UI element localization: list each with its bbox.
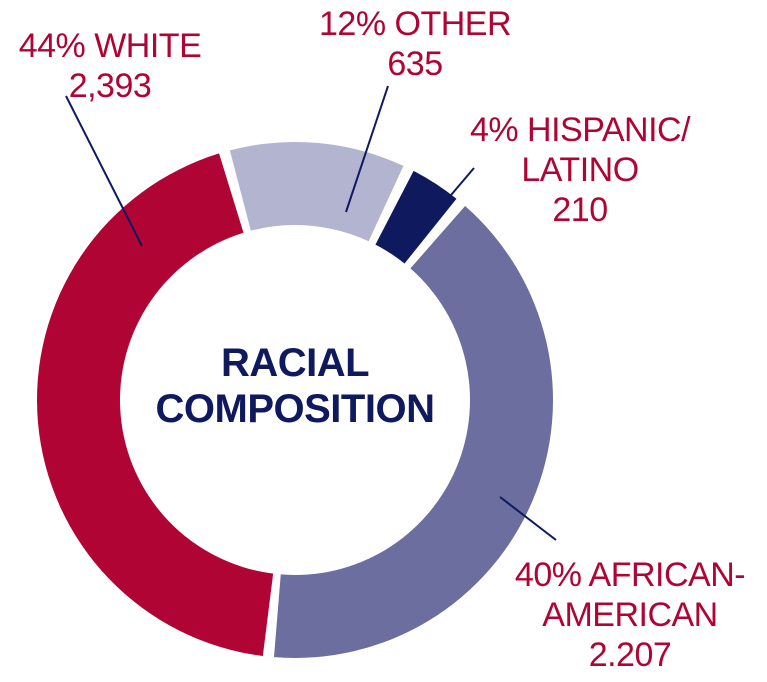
center-title-line-1: RACIAL <box>220 341 370 385</box>
slice-hispanic-latino <box>375 170 457 264</box>
label-african-american-name-line2: AMERICAN <box>542 596 718 634</box>
label-other-count: 635 <box>387 45 443 83</box>
label-other-percent: 12% OTHER <box>319 5 512 43</box>
slice-white <box>37 153 274 656</box>
slice-other <box>229 142 404 242</box>
label-white: 44% WHITE 2,393 <box>10 26 210 106</box>
label-white-percent: 44% WHITE <box>18 27 202 65</box>
label-hispanic-latino: 4% HISPANIC/ LATINO 210 <box>450 110 710 230</box>
label-other: 12% OTHER 635 <box>300 4 530 84</box>
leader-line-hispanic-latino <box>439 167 475 209</box>
leader-line-african-american <box>499 496 557 541</box>
label-hispanic-percent: 4% HISPANIC/ <box>469 111 691 149</box>
label-hispanic-name-line2: LATINO <box>521 151 639 189</box>
label-african-american: 40% AFRICAN- AMERICAN 2.207 <box>500 555 760 675</box>
leader-line-other <box>345 85 389 213</box>
label-african-american-count: 2.207 <box>588 636 672 674</box>
chart-center-title: RACIAL COMPOSITION <box>140 340 450 432</box>
label-african-american-percent: 40% AFRICAN- <box>514 556 746 594</box>
label-white-count: 2,393 <box>68 67 152 105</box>
label-hispanic-count: 210 <box>552 191 608 229</box>
slice-african-american <box>274 206 554 658</box>
leader-line-white <box>65 95 143 247</box>
center-title-line-2: COMPOSITION <box>155 387 435 431</box>
